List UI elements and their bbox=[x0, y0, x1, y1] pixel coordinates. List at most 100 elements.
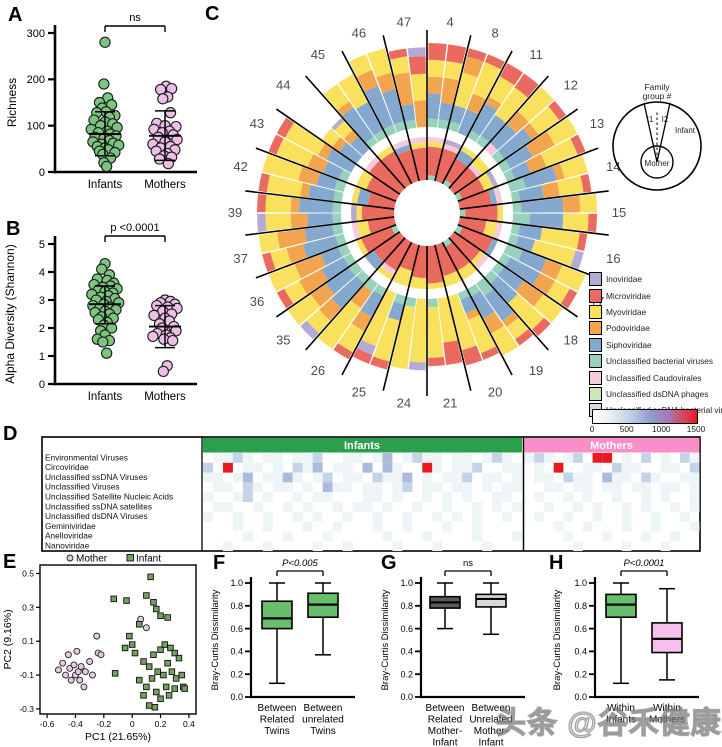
panel-c-circular-virome-chart: 4811121314151617181920212425263536373942… bbox=[228, 14, 626, 411]
svg-text:24: 24 bbox=[397, 396, 411, 411]
svg-text:Within: Within bbox=[653, 703, 681, 714]
svg-text:Family: Family bbox=[644, 82, 670, 92]
svg-text:0.3: 0.3 bbox=[22, 602, 34, 612]
svg-text:I2: I2 bbox=[662, 115, 669, 124]
legend-item: Podoviridae bbox=[589, 320, 722, 336]
svg-text:Mother-: Mother- bbox=[474, 726, 508, 737]
panel-d-heatmap: Infants Mothers Environmental VirusesCirco… bbox=[41, 436, 701, 552]
colorbar-ticks: 0 500 1000 1500 bbox=[589, 424, 712, 435]
svg-text:I1: I1 bbox=[647, 115, 654, 124]
svg-text:1.0: 1.0 bbox=[400, 578, 413, 588]
svg-text:-0.4: -0.4 bbox=[68, 719, 83, 729]
svg-text:4: 4 bbox=[39, 267, 45, 279]
legend-item: Myoviridae bbox=[589, 304, 722, 320]
svg-text:16: 16 bbox=[606, 251, 620, 266]
svg-text:PC1 (21.65%): PC1 (21.65%) bbox=[85, 731, 151, 743]
svg-text:Between: Between bbox=[426, 703, 465, 714]
svg-text:0.8: 0.8 bbox=[400, 601, 413, 611]
virus-family-legend: Inoviridae Microviridae Myoviridae Podoviri… bbox=[589, 271, 722, 419]
legend-swatch bbox=[589, 321, 602, 336]
svg-text:0.4: 0.4 bbox=[400, 647, 413, 657]
svg-text:19: 19 bbox=[529, 363, 543, 378]
svg-text:0.6: 0.6 bbox=[574, 624, 587, 634]
svg-text:Bray-Curtis Dissimilarity: Bray-Curtis Dissimilarity bbox=[380, 589, 391, 690]
svg-text:25: 25 bbox=[352, 385, 366, 400]
panel-b-label: B bbox=[6, 218, 21, 240]
svg-text:0.2: 0.2 bbox=[230, 669, 243, 679]
svg-text:15: 15 bbox=[612, 205, 626, 220]
svg-text:37: 37 bbox=[233, 251, 247, 266]
svg-text:0.4: 0.4 bbox=[230, 647, 243, 657]
svg-text:0.0: 0.0 bbox=[230, 692, 243, 702]
svg-text:Unclassified ssDNA Viruses: Unclassified ssDNA Viruses bbox=[45, 472, 147, 482]
legend-item: Unclassified Caudovirales bbox=[589, 369, 722, 385]
legend-item: Unclassified bacterial viruses bbox=[589, 353, 722, 369]
svg-text:Unclassified Viruses: Unclassified Viruses bbox=[45, 482, 120, 492]
svg-text:Alpha Diversity (Shannon): Alpha Diversity (Shannon) bbox=[3, 244, 17, 383]
svg-text:-0.6: -0.6 bbox=[40, 719, 55, 729]
panel-a-label: A bbox=[8, 4, 23, 26]
svg-text:Between: Between bbox=[472, 703, 511, 714]
svg-text:Circoviridae: Circoviridae bbox=[45, 462, 89, 472]
svg-text:0.5: 0.5 bbox=[22, 568, 34, 578]
svg-text:0.8: 0.8 bbox=[230, 601, 243, 611]
svg-text:Richness: Richness bbox=[5, 78, 19, 127]
svg-text:Twins: Twins bbox=[310, 726, 336, 737]
colorbar-tick: 1000 bbox=[652, 424, 671, 434]
svg-text:11: 11 bbox=[529, 47, 543, 62]
svg-text:Bray-Curtis Dissimilarity: Bray-Curtis Dissimilarity bbox=[210, 589, 221, 690]
svg-text:Between: Between bbox=[304, 703, 343, 714]
legend-label: Myoviridae bbox=[606, 306, 647, 317]
svg-text:8: 8 bbox=[491, 25, 498, 40]
colorbar-tick: 0 bbox=[589, 424, 595, 434]
svg-text:100: 100 bbox=[27, 120, 45, 132]
svg-text:Mother: Mother bbox=[645, 159, 670, 168]
svg-text:46: 46 bbox=[352, 25, 366, 40]
svg-text:44: 44 bbox=[276, 78, 290, 93]
svg-text:5: 5 bbox=[39, 239, 45, 251]
svg-text:-0.2: -0.2 bbox=[96, 719, 111, 729]
svg-text:Infant: Infant bbox=[675, 126, 696, 135]
svg-text:18: 18 bbox=[563, 332, 577, 347]
svg-text:Within: Within bbox=[607, 703, 635, 714]
svg-text:Nanoviridae: Nanoviridae bbox=[45, 541, 90, 551]
legend-label: Unclassified bacterial viruses bbox=[606, 356, 713, 367]
svg-text:Between: Between bbox=[258, 703, 297, 714]
legend-label: Podoviridae bbox=[606, 323, 650, 334]
svg-text:43: 43 bbox=[250, 116, 264, 131]
colorbar-tick: 1500 bbox=[686, 424, 706, 434]
svg-text:Mothers: Mothers bbox=[144, 391, 186, 403]
svg-text:Infant: Infant bbox=[432, 738, 457, 747]
svg-text:200: 200 bbox=[27, 74, 45, 86]
svg-text:300: 300 bbox=[27, 28, 45, 40]
svg-text:Infants: Infants bbox=[88, 179, 123, 191]
panel-d-label: D bbox=[3, 423, 18, 445]
svg-text:0: 0 bbox=[130, 719, 135, 729]
legend-label: Inoviridae bbox=[606, 274, 642, 285]
colorbar-tick: 500 bbox=[619, 424, 634, 434]
svg-text:0.2: 0.2 bbox=[400, 669, 413, 679]
svg-text:P<0.005: P<0.005 bbox=[282, 558, 318, 569]
panel-h-label: H bbox=[549, 552, 564, 574]
svg-text:group #: group # bbox=[643, 91, 672, 101]
legend-swatch bbox=[589, 337, 602, 352]
legend-swatch bbox=[589, 370, 602, 385]
svg-text:Geminiviridae: Geminiviridae bbox=[45, 521, 96, 531]
legend-item: Microviridae bbox=[589, 287, 722, 303]
svg-text:-0.1: -0.1 bbox=[19, 670, 34, 680]
panel-c-label: C bbox=[205, 3, 220, 25]
svg-text:13: 13 bbox=[590, 116, 604, 131]
panel-b-diversity-scatter: 0 1 2 3 4 5 Alpha Diversity (Shannon) Infants Mo… bbox=[3, 222, 197, 403]
svg-text:0.6: 0.6 bbox=[230, 624, 243, 634]
svg-text:Unclassified ssDNA satellites: Unclassified ssDNA satellites bbox=[45, 501, 152, 511]
svg-text:Infant: Infant bbox=[136, 554, 161, 565]
svg-text:4: 4 bbox=[447, 14, 454, 29]
svg-text:21: 21 bbox=[443, 396, 457, 411]
svg-text:Mothers: Mothers bbox=[144, 179, 186, 191]
svg-text:Infants: Infants bbox=[606, 715, 636, 726]
panel-e-label: E bbox=[3, 551, 17, 573]
svg-text:0.2: 0.2 bbox=[574, 669, 587, 679]
svg-text:Unrelated: Unrelated bbox=[469, 715, 512, 726]
svg-text:Related: Related bbox=[428, 715, 462, 726]
svg-text:Infants: Infants bbox=[88, 391, 123, 403]
